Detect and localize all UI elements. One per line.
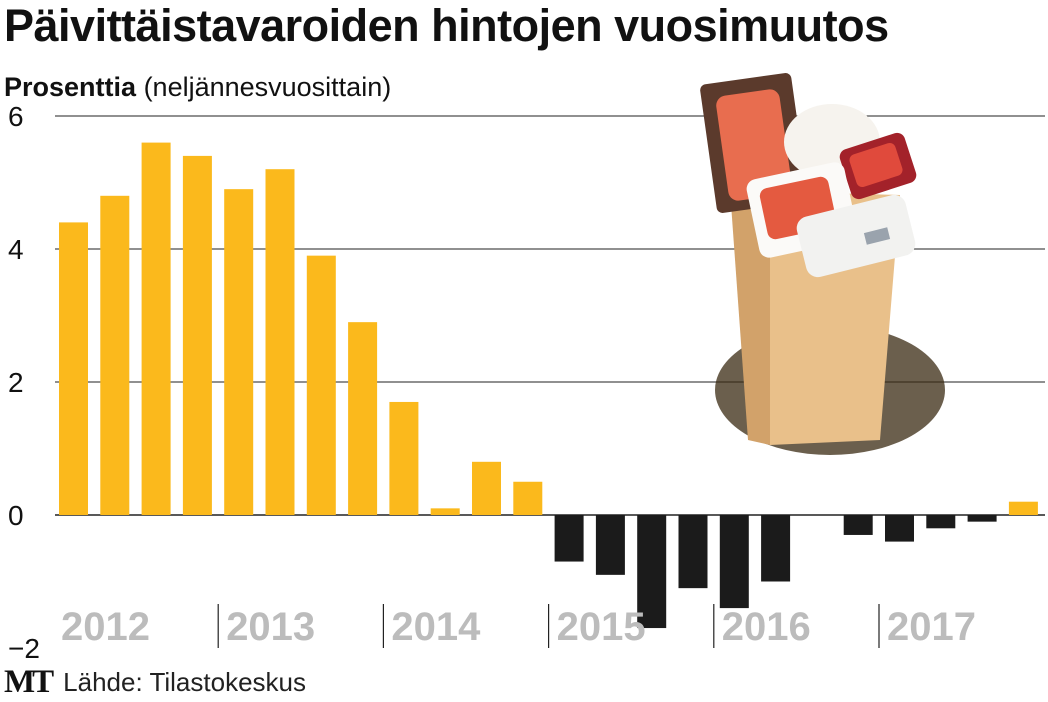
bar bbox=[1008, 501, 1038, 515]
unit-label: Prosenttia bbox=[4, 72, 137, 102]
year-label: 2013 bbox=[226, 605, 315, 649]
year-label: 2014 bbox=[391, 605, 481, 649]
bar bbox=[513, 481, 543, 515]
bar bbox=[885, 515, 914, 542]
grocery-bag-icon bbox=[700, 73, 945, 455]
bar bbox=[182, 155, 212, 515]
bar bbox=[637, 515, 667, 629]
year-dividers bbox=[217, 604, 880, 648]
y-tick-label: 4 bbox=[8, 234, 24, 265]
mt-logo: MT bbox=[4, 664, 54, 700]
bars bbox=[59, 142, 1038, 629]
y-tick-label: 0 bbox=[8, 500, 24, 531]
y-tick-label: 6 bbox=[8, 101, 24, 132]
footer: MT Lähde: Tilastokeskus bbox=[4, 664, 306, 700]
bar bbox=[967, 515, 997, 522]
year-labels: 2012 2013 2014 2015 2016 2017 bbox=[61, 605, 976, 649]
bar bbox=[926, 515, 956, 529]
chart-subtitle: Prosenttia (neljännesvuosittain) bbox=[4, 72, 391, 103]
year-label: 2017 bbox=[887, 605, 976, 649]
bar bbox=[719, 515, 749, 609]
year-label: 2012 bbox=[61, 605, 150, 649]
bar bbox=[678, 515, 708, 589]
bar bbox=[430, 508, 460, 515]
bar bbox=[348, 322, 378, 515]
unit-note: (neljännesvuosittain) bbox=[143, 72, 392, 102]
chart-title: Päivittäistavaroiden hintojen vuosimuuto… bbox=[4, 0, 889, 51]
bar bbox=[224, 189, 254, 515]
y-tick-label: 2 bbox=[8, 367, 24, 398]
bar bbox=[306, 255, 336, 515]
bar bbox=[761, 515, 791, 582]
bar bbox=[472, 461, 501, 515]
y-tick-label: −2 bbox=[8, 633, 40, 664]
year-label: 2015 bbox=[557, 605, 646, 649]
bar bbox=[595, 515, 625, 575]
bar bbox=[141, 142, 171, 515]
bar bbox=[389, 401, 419, 515]
source-text: Lähde: Tilastokeskus bbox=[63, 667, 306, 697]
bar bbox=[59, 222, 88, 515]
bar bbox=[554, 515, 584, 562]
bar bbox=[100, 195, 130, 516]
bar bbox=[843, 515, 873, 535]
y-axis-ticks: 6 4 2 0 −2 bbox=[8, 101, 40, 664]
bar bbox=[265, 169, 295, 515]
year-label: 2016 bbox=[722, 605, 811, 649]
